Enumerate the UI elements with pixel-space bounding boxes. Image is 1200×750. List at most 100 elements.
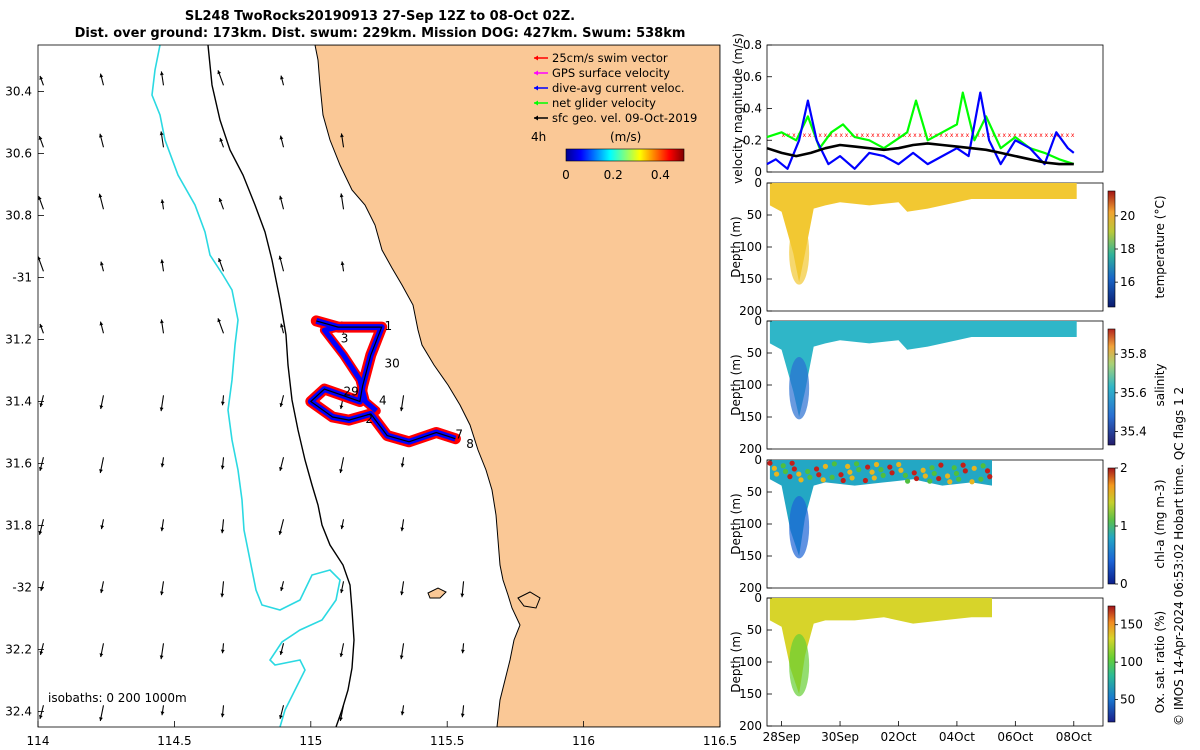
legend-swatch-head [534,70,538,76]
section-colorbar [1107,190,1116,308]
day-label: 4 [379,394,387,408]
speed-colorbar-label: (m/s) [610,130,641,144]
geo-arrow-head [279,651,284,655]
swim-marker: x [1055,132,1059,139]
geo-arrow-head [279,403,284,407]
time-tick-label: 28Sep [763,730,801,744]
swim-marker: x [1008,132,1012,139]
chl-point [889,470,895,476]
chl-point [880,472,886,478]
swim-marker: x [808,132,812,139]
geo-arrow-head [217,318,222,323]
geo-arrow-head [400,591,404,596]
section-cbar-tick-label: 1 [1120,519,1128,533]
legend-label: net glider velocity [552,96,656,110]
chart-title-line2: Dist. over ground: 173km. Dist. swum: 22… [74,26,686,41]
chl-point [829,474,835,480]
swim-marker: x [966,132,970,139]
speed-colorbar-ticks: 0 0.2 0.4 [562,168,670,182]
geo-arrow-head [39,651,44,655]
geo-arrow-head [98,193,103,198]
chl-point [887,464,893,470]
geo-arrow-head [220,593,225,598]
swim-marker: x [897,132,901,139]
swim-marker: x [950,132,954,139]
section-colorbar [1107,328,1116,446]
geo-arrow-head [340,261,345,266]
geo-arrow-head [400,463,405,468]
legend-swatch-head [534,85,538,91]
chl-point [822,463,829,469]
section-cbar-tick-label: 150 [1120,618,1143,632]
geo-arrow-head [280,75,284,80]
time-tick-label: 04Oct [939,730,975,744]
geo-arrow-head [160,463,165,468]
velocity-series-line [766,142,1074,166]
chl-point [956,476,962,482]
geo-arrow-head [339,589,344,594]
section-y-tick-label: 100 [739,655,762,669]
swim-marker: x [908,132,912,139]
day-label: 7 [455,428,463,442]
section-y-tick-label: 0 [754,314,762,328]
chl-point [944,473,951,479]
swim-marker: x [955,132,959,139]
geo-arrow-head [278,255,283,260]
section-ylabel: Depth (m) [729,354,743,415]
chl-point [816,472,822,478]
swim-marker: x [792,132,796,139]
time-tick-label: 02Oct [880,730,916,744]
map-y-tick-label: 30.8 [5,209,32,223]
time-tick-label: 06Oct [997,730,1033,744]
swim-marker: x [845,132,849,139]
map-frame [37,44,721,728]
swim-marker: x [824,132,828,139]
chl-point [849,475,855,481]
section-y-tick-label: 50 [747,485,762,499]
chl-point [847,469,853,475]
chart-title-line1: SL248 TwoRocks20190913 27-Sep 12Z to 08-… [184,9,576,24]
geo-arrow-head [99,589,104,594]
vel-y-tick-label: 0 [754,165,762,179]
map-y-ticks: 30.4 30.6 30.8 -31 31.2 31.4 31.6 31.8 -32 32.2 32… [5,85,44,719]
geo-arrow-head [339,193,344,198]
speed-colorbar-gradient [565,148,685,162]
chl-point [929,465,935,471]
chl-point [820,477,826,483]
legend-swatch-head [534,55,538,61]
geo-arrow-head [160,527,165,532]
map-x-tick-label: 116.5 [703,734,737,748]
day-label: 3 [341,332,349,346]
section-cbar-tick-label: 2 [1120,461,1128,475]
geo-arrow-head [279,195,283,200]
section-feature [789,357,810,420]
section-y-tick-label: 0 [754,176,762,190]
section-y-tick-label: 200 [739,442,762,456]
swim-marker: x [887,132,891,139]
geo-arrow-head [220,465,225,470]
geo-arrow-head [339,653,344,658]
swim-marker: x [945,132,949,139]
chl-point [931,470,937,477]
section-cbar-tick-label: 50 [1120,693,1135,707]
chl-point [980,463,986,469]
swim-marker: x [871,132,875,139]
chl-point [960,462,966,468]
swim-marker: x [1039,132,1043,139]
swim-marker: x [960,132,964,139]
land-area [314,45,720,727]
map-panel: 1 3 30 29 42 78 114 114.5 115 115.5 116 116.5 30.4… [5,44,737,748]
geo-arrow-head [159,131,164,136]
chl-point [920,467,926,473]
geo-arrow-head [160,711,165,716]
geo-arrow-head [39,75,44,80]
geo-arrow-head [160,199,165,204]
section-y-tick-label: 0 [754,453,762,467]
chl-point [869,469,875,475]
geo-arrow-head [99,469,103,473]
geo-arrow-head [400,527,405,532]
swim-marker: x [1013,132,1017,139]
swim-marker: x [1024,132,1028,139]
swim-marker: x [892,132,896,139]
